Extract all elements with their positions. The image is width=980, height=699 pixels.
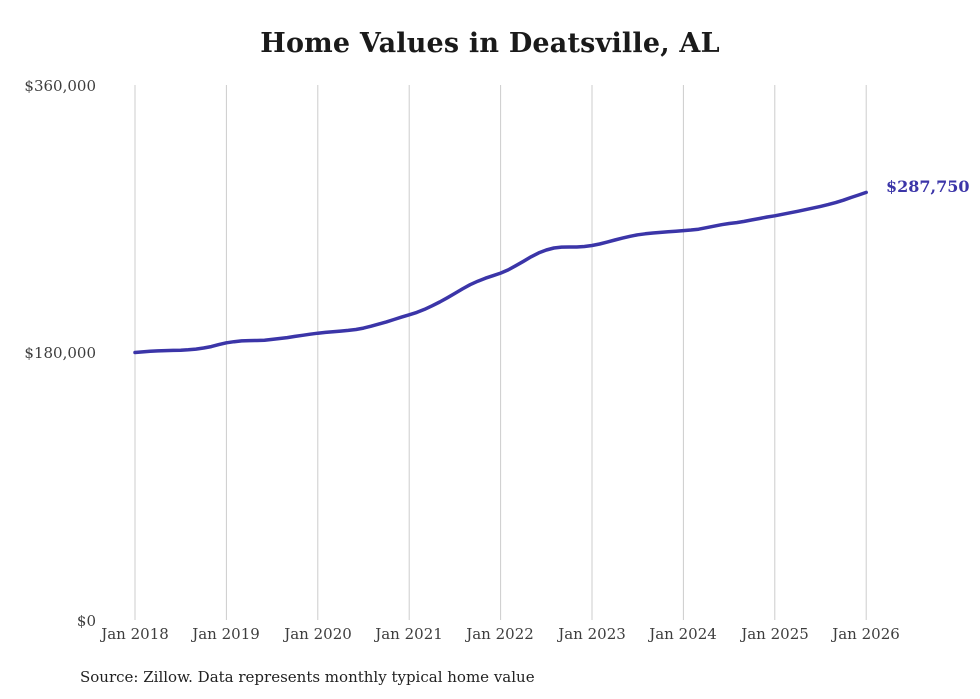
x-tick-label-2022: Jan 2022 [466,625,534,643]
x-tick-label-2019: Jan 2019 [192,625,260,643]
y-tick-label-180000: $180,000 [24,344,96,362]
latest-value-label: $287,750 [886,177,970,196]
source-note: Source: Zillow. Data represents monthly … [80,668,535,686]
chart-title: Home Values in Deatsville, AL [260,28,720,59]
x-tick-label-2025: Jan 2025 [741,625,809,643]
y-tick-label-360000: $360,000 [24,77,96,95]
x-tick-label-2024: Jan 2024 [649,625,717,643]
home-value-line [133,190,868,355]
x-tick-label-2026: Jan 2026 [832,625,900,643]
y-tick-label-0: $0 [76,612,96,630]
x-tick-label-2021: Jan 2021 [375,625,443,643]
x-tick-label-2018: Jan 2018 [101,625,169,643]
x-tick-label-2020: Jan 2020 [284,625,352,643]
x-tick-label-2023: Jan 2023 [558,625,626,643]
